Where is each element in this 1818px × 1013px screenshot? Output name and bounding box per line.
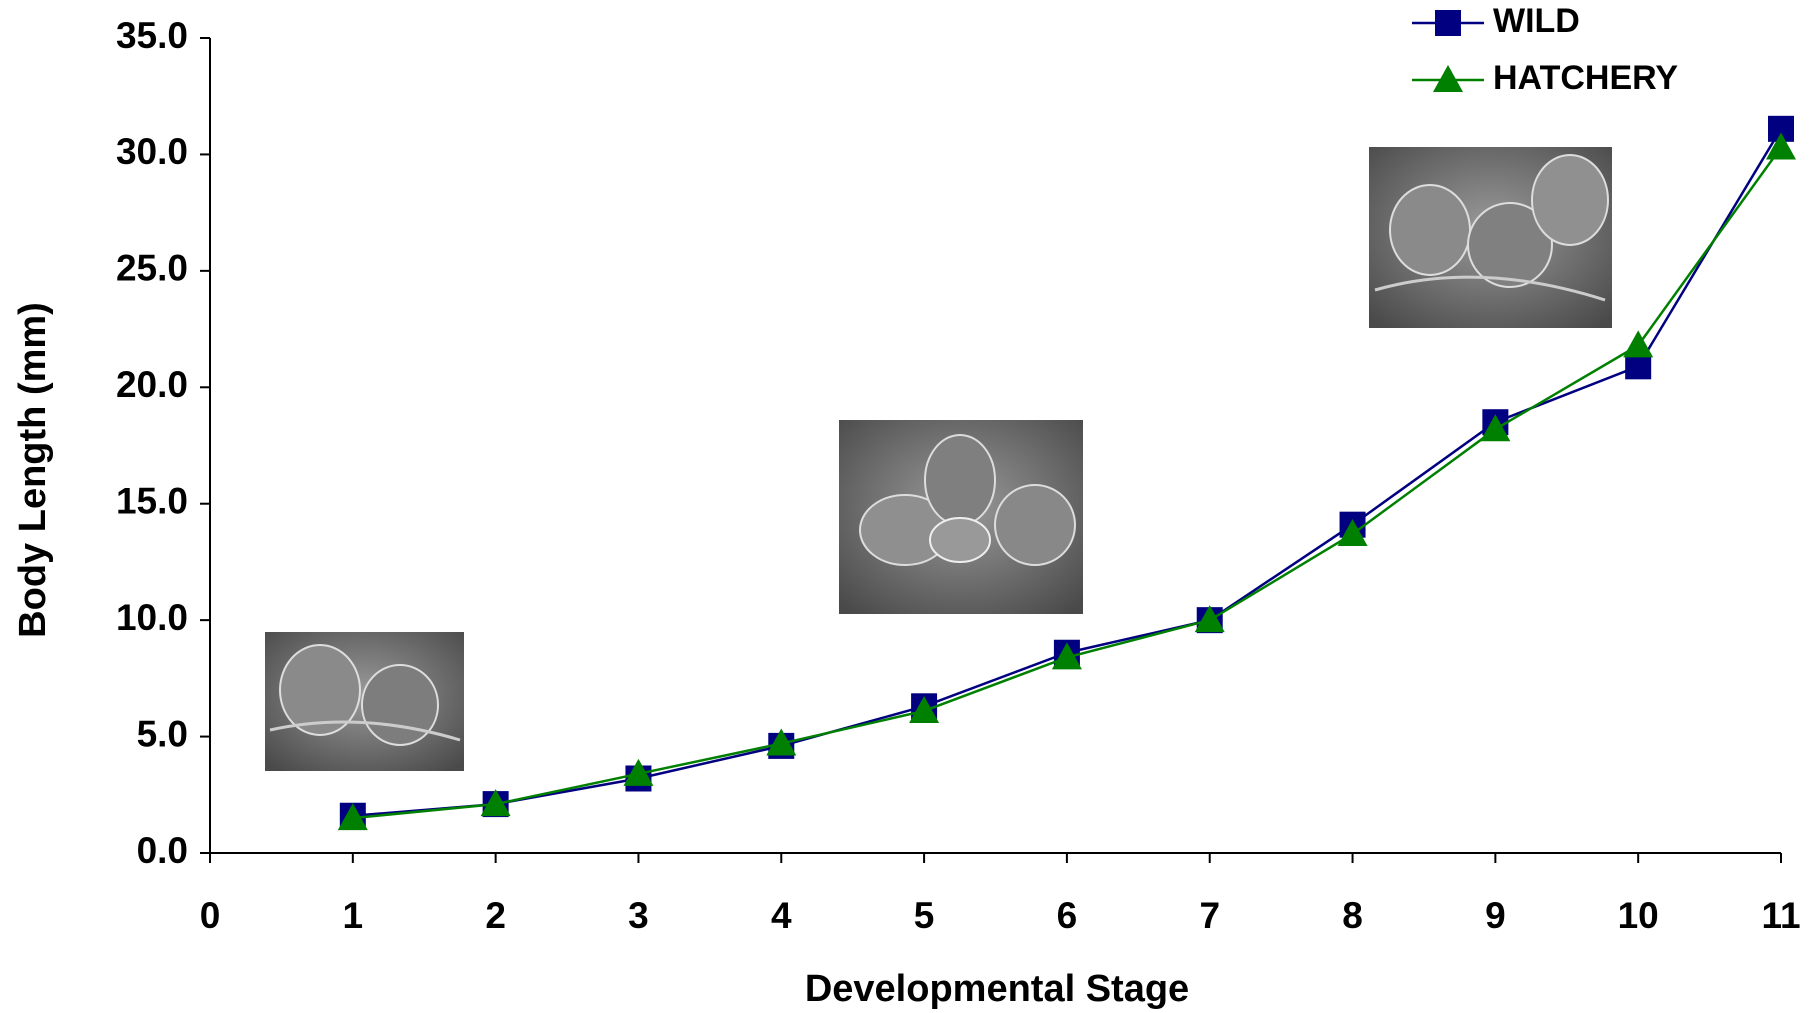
y-tick-label: 30.0 [116, 131, 188, 172]
y-tick-label: 10.0 [116, 597, 188, 638]
data-point [1623, 330, 1653, 357]
x-tick-label: 7 [1199, 895, 1220, 936]
x-tick-label: 0 [200, 895, 221, 936]
x-tick-label: 1 [343, 895, 364, 936]
x-tick-label: 3 [628, 895, 649, 936]
x-tick-label: 8 [1342, 895, 1363, 936]
legend-label: WILD [1493, 2, 1580, 40]
sem-image [265, 632, 464, 771]
legend-marker [1435, 10, 1461, 36]
x-tick-label: 4 [771, 895, 792, 936]
chart: Developmental Stage Body Length (mm) 0.0… [0, 0, 1818, 1013]
legend-label: HATCHERY [1493, 59, 1678, 97]
y-tick-label: 15.0 [116, 480, 188, 521]
x-tick-label: 5 [914, 895, 935, 936]
x-axis-label: Developmental Stage [805, 968, 1189, 1010]
sem-image [1369, 147, 1612, 328]
y-axis-label: Body Length (mm) [12, 302, 54, 638]
x-tick-label: 6 [1057, 895, 1078, 936]
x-tick-label: 10 [1618, 895, 1659, 936]
legend-marker [1433, 65, 1463, 92]
y-tick-label: 5.0 [137, 713, 188, 754]
y-tick-label: 35.0 [116, 15, 188, 56]
y-tick-label: 25.0 [116, 248, 188, 289]
x-tick-label: 9 [1485, 895, 1506, 936]
sem-image [839, 420, 1083, 614]
y-tick-label: 0.0 [137, 830, 188, 871]
y-tick-label: 20.0 [116, 364, 188, 405]
x-tick-label: 2 [485, 895, 506, 936]
x-tick-label: 11 [1761, 895, 1800, 936]
